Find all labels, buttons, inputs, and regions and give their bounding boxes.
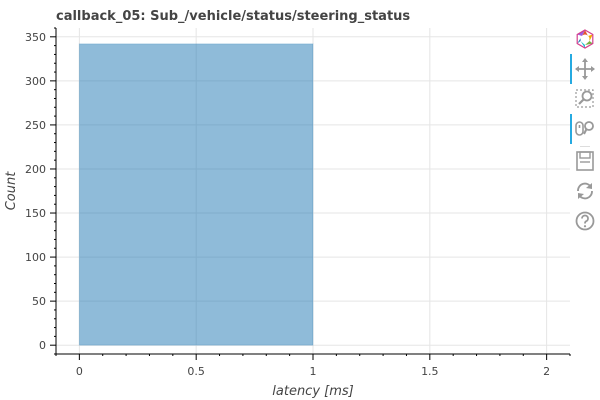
x-tick-label: 1: [310, 365, 317, 378]
x-axis-label: latency [ms]: [272, 384, 353, 399]
histogram-bar: [78, 43, 314, 346]
wheel-zoom-tool-icon[interactable]: [570, 114, 600, 144]
x-tick-label: 2: [543, 365, 550, 378]
chart-title: callback_05: Sub_/vehicle/status/steerin…: [56, 9, 410, 24]
axes: 0 0.5 1 1.5 2 0 50 100 150 200 250 300 350: [25, 27, 571, 378]
y-tick-label: 350: [25, 31, 46, 44]
y-tick-label: 150: [25, 207, 46, 220]
pan-tool-icon[interactable]: [570, 54, 600, 84]
y-tick-label: 100: [25, 251, 46, 264]
box-zoom-tool-icon[interactable]: [570, 84, 600, 114]
y-axis-label: Count: [4, 171, 19, 211]
reset-tool-icon[interactable]: [570, 176, 600, 206]
bars: [78, 43, 314, 346]
y-tick-label: 50: [32, 295, 46, 308]
x-tick-label: 1.5: [421, 365, 439, 378]
bokeh-logo-icon[interactable]: [570, 24, 600, 54]
x-tick-label: 0: [76, 365, 83, 378]
y-tick-label: 300: [25, 75, 46, 88]
save-tool-icon[interactable]: [570, 146, 600, 176]
chart-toolbar: [570, 24, 600, 234]
toolbar-separator: [580, 146, 590, 147]
y-tick-label: 250: [25, 119, 46, 132]
y-tick-label: 200: [25, 163, 46, 176]
x-tick-label: 0.5: [187, 365, 205, 378]
y-tick-label: 0: [39, 339, 46, 352]
help-tool-icon[interactable]: [570, 206, 600, 236]
